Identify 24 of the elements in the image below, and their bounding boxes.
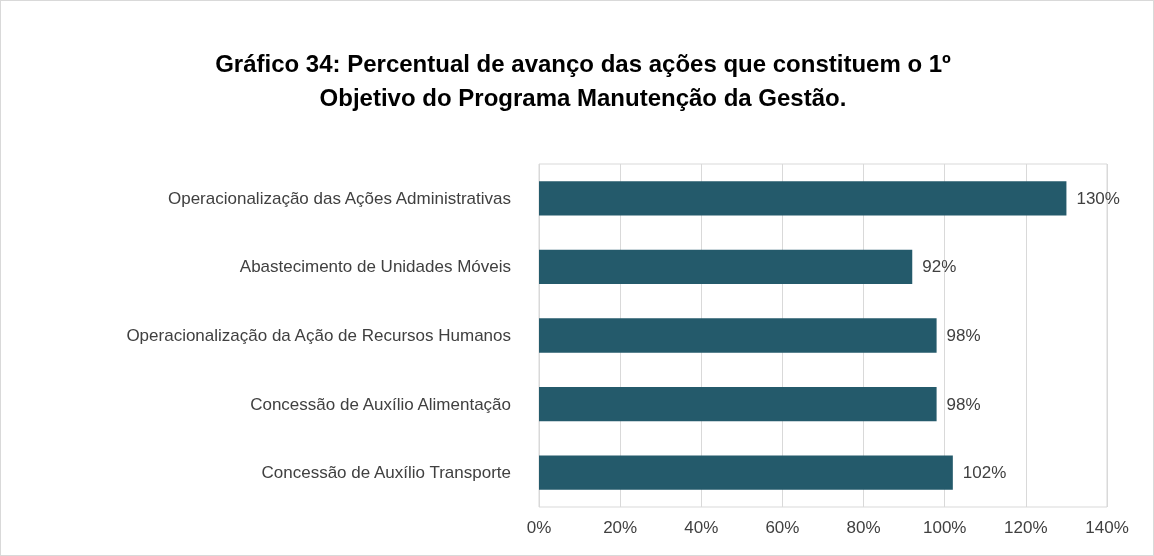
x-tick-label: 120% — [1004, 518, 1048, 537]
y-tick-label: Operacionalização das Ações Administrativas — [167, 188, 511, 208]
x-tick-label: 40% — [684, 518, 719, 537]
y-tick-label: Concessão de Auxílio Alimentação — [250, 394, 511, 414]
x-tick-label: 20% — [603, 518, 638, 537]
x-tick-label: 0% — [526, 518, 552, 537]
bar — [539, 181, 1067, 216]
x-tick-label: 60% — [765, 518, 800, 537]
bar — [539, 318, 937, 353]
x-tick-label: 140% — [1085, 518, 1129, 537]
data-label: 98% — [946, 394, 981, 414]
x-tick-label: 80% — [846, 518, 881, 537]
bar — [539, 249, 913, 285]
bar — [539, 386, 937, 422]
chart-title: Gráfico 34: Percentual de avanço das ações que constituem o 1º Objetivo do Programa Manutenção da Gestão. — [215, 49, 952, 111]
data-label: 102% — [962, 463, 1007, 483]
data-label: 130% — [1076, 188, 1120, 208]
y-tick-label: Operacionalização da Ação de Recursos Humanos — [126, 326, 511, 345]
data-label: 98% — [946, 326, 981, 345]
bar — [539, 455, 953, 490]
data-label: 92% — [922, 257, 957, 277]
y-tick-label: Concessão de Auxílio Transporte — [261, 463, 511, 483]
x-tick-label: 100% — [922, 518, 967, 537]
y-tick-label: Abastecimento de Unidades Móveis — [239, 257, 511, 277]
